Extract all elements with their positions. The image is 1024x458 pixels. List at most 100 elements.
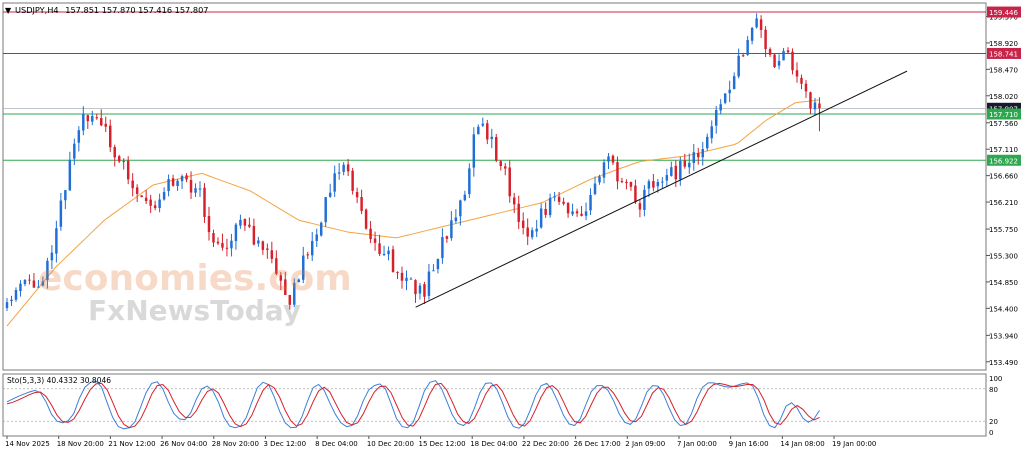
trendline-layer[interactable] [415, 70, 908, 308]
price-tag-label: 159.446 [989, 9, 1018, 17]
candle-bullish [607, 156, 610, 162]
candle-bearish [275, 258, 278, 274]
candle-bearish [351, 170, 354, 191]
y-tick-label: 156.210 [989, 199, 1018, 207]
candle-bullish [643, 189, 646, 210]
candle-bearish [809, 92, 812, 109]
candle-bearish [804, 83, 808, 92]
candle-bearish [786, 50, 790, 53]
candle-bullish [728, 89, 731, 94]
candle-bearish [566, 202, 570, 214]
x-tick-label: 26 Dec 17:00 [574, 440, 621, 448]
candle-bearish [266, 248, 269, 250]
candle-bearish [795, 70, 799, 77]
y-tick-label: 158.470 [989, 66, 1018, 74]
candle-bearish [212, 233, 215, 243]
price-tag-label: 158.741 [989, 50, 1018, 58]
candle-bearish [360, 197, 363, 211]
candle-bullish [382, 253, 386, 256]
candle-bullish [64, 190, 67, 201]
candle-bearish [400, 272, 404, 281]
candle-bullish [441, 237, 444, 259]
candle-bullish [692, 152, 696, 163]
candle-bearish [517, 203, 520, 222]
x-tick-label: 14 Jan 08:00 [780, 440, 824, 448]
menu-triangle-icon[interactable]: ▼ [5, 6, 12, 15]
candle-bullish [23, 279, 27, 285]
candle-bullish [333, 173, 336, 192]
candle-bullish [68, 159, 72, 191]
candle-bullish [679, 161, 682, 180]
candle-bearish [252, 225, 256, 245]
candle-bearish [499, 161, 502, 166]
price-tag-resistance [987, 47, 1021, 59]
candle-bullish [535, 228, 538, 232]
candle-bullish [719, 104, 722, 111]
candle-bullish [777, 61, 781, 66]
candle-bullish [82, 113, 85, 131]
candle-bearish [203, 187, 206, 218]
candle-bullish [427, 271, 431, 296]
candle-bearish [818, 103, 821, 109]
candle-bullish [589, 195, 592, 211]
candle-bullish [436, 258, 440, 270]
candle-bearish [396, 271, 399, 273]
candle-bullish [755, 18, 758, 28]
candle-bullish [813, 102, 817, 110]
candle-bearish [288, 294, 292, 305]
y-tick-label: 154.850 [989, 279, 1018, 287]
candle-bearish [575, 211, 579, 214]
candle-bearish [32, 280, 36, 288]
candle-bullish [230, 240, 233, 249]
candle-bearish [225, 247, 229, 249]
candle-bearish [86, 115, 90, 122]
candle-bearish [109, 125, 112, 148]
x-tick-label: 2 Jan 09:00 [625, 440, 665, 448]
candle-bullish [239, 219, 242, 226]
candle-bullish [468, 168, 471, 194]
candle-bearish [216, 241, 220, 244]
ascending-trendline[interactable] [415, 70, 908, 308]
candle-bearish [504, 166, 507, 169]
x-tick-label: 22 Dec 20:00 [522, 440, 569, 448]
candle-bearish [800, 77, 803, 84]
moving-average-line [6, 99, 820, 327]
candle-bearish [616, 162, 619, 182]
candle-bearish [423, 284, 426, 297]
price-tag-label: 157.710 [989, 111, 1018, 119]
price-tag-label: 156.922 [989, 157, 1018, 165]
candle-bearish [149, 199, 152, 206]
x-tick-label: 26 Nov 04:00 [160, 440, 207, 448]
candle-bearish [652, 181, 655, 188]
candle-bullish [387, 250, 390, 255]
y-tick-label: 153.940 [989, 332, 1018, 340]
candle-bullish [477, 126, 480, 135]
candle-bearish [279, 275, 283, 281]
candle-bullish [10, 299, 13, 302]
candle-bearish [171, 178, 175, 186]
candle-bullish [234, 224, 238, 242]
candle-bearish [140, 195, 143, 198]
candle-bullish [539, 208, 543, 228]
candle-bearish [378, 243, 381, 254]
candle-bullish [584, 211, 588, 216]
y-tick-label: 154.400 [989, 305, 1018, 313]
candle-bearish [634, 185, 637, 203]
candle-bullish [337, 172, 341, 174]
candle-bearish [764, 29, 767, 50]
time-axis: 14 Nov 2025 18 Nov 20:00 21 Nov 12:00 26 No… [5, 436, 876, 448]
y-tick-label: 158.920 [989, 40, 1018, 48]
candle-bullish [167, 179, 170, 192]
stochastic-main-line [6, 380, 820, 430]
candle-bullish [409, 278, 413, 280]
candle-bullish [598, 176, 601, 183]
candle-bearish [126, 160, 130, 180]
y-tick-label: 153.490 [989, 359, 1018, 367]
candle-bullish [688, 162, 691, 168]
candle-bearish [135, 187, 139, 194]
watermark-line-1: economies.com [38, 258, 352, 299]
candle-bullish [46, 260, 49, 281]
candle-bearish [445, 236, 449, 239]
